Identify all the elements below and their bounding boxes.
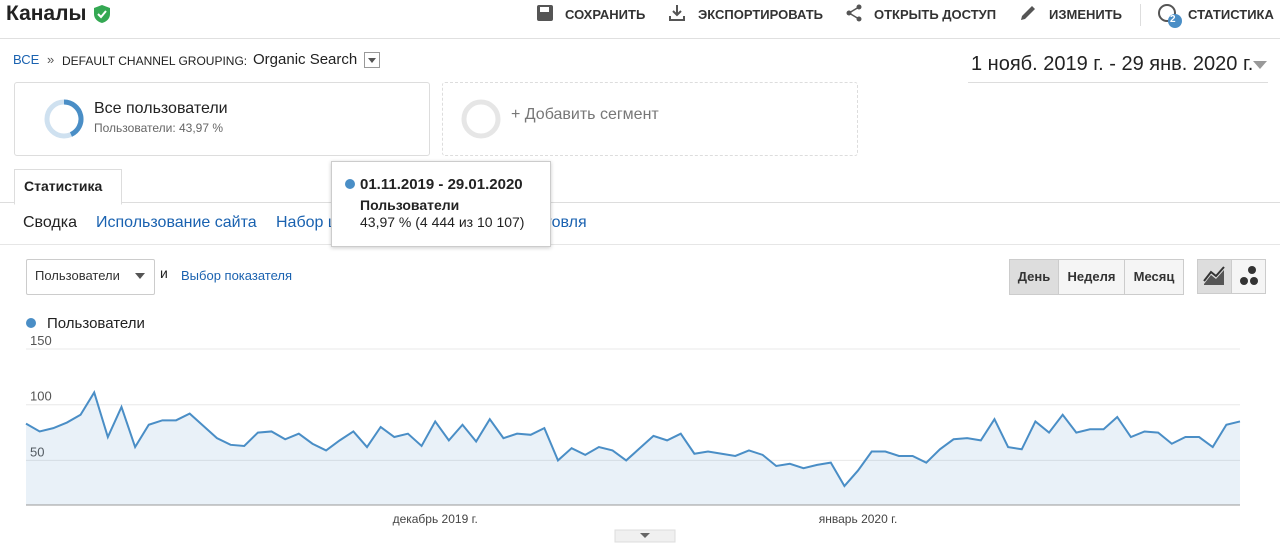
and-label: и <box>160 265 168 281</box>
period-day[interactable]: День <box>1009 259 1059 295</box>
legend-label: Пользователи <box>47 315 145 332</box>
add-segment-ring <box>461 99 501 139</box>
breadcrumb-separator: » <box>47 52 55 67</box>
tab-box <box>14 169 122 205</box>
tab[interactable]: Статистика <box>24 178 103 194</box>
tooltip-dot <box>345 179 355 189</box>
breadcrumb-all[interactable]: ВСЕ <box>13 52 40 67</box>
add-segment-card[interactable] <box>442 82 858 156</box>
x-tick-label: январь 2020 г. <box>819 512 898 526</box>
divider <box>0 244 1280 245</box>
legend-marker <box>26 318 36 328</box>
share-button[interactable]: ОТКРЫТЬ ДОСТУП <box>874 7 997 22</box>
segment-detail: Пользователи: 43,97 % <box>94 121 224 135</box>
add-segment[interactable]: + Добавить сегмент <box>511 106 659 123</box>
share-icon <box>846 4 862 22</box>
save-button[interactable]: СОХРАНИТЬ <box>565 7 646 22</box>
tooltip-metric: Пользователи <box>360 197 460 213</box>
toolbar <box>0 0 1280 39</box>
y-tick-label: 150 <box>30 333 52 348</box>
tab-line <box>0 202 1280 203</box>
chart-type-toggle[interactable] <box>1197 259 1267 295</box>
tooltip-dates: 01.11.2019 - 29.01.2020 <box>360 176 523 193</box>
chart: Пользователи 50 100 150 декабрь 2019 г. январ… <box>25 315 1241 543</box>
grouping-dropdown[interactable] <box>364 52 380 68</box>
x-tick-label: декабрь 2019 г. <box>393 512 478 526</box>
metric-select-label: Пользователи <box>35 268 120 283</box>
edit-button[interactable]: ИЗМЕНИТЬ <box>1049 7 1123 22</box>
metric-select[interactable] <box>26 259 155 295</box>
segment-card[interactable] <box>14 82 430 156</box>
y-tick-label: 100 <box>30 389 52 404</box>
segment-name: Все пользователи <box>94 100 228 117</box>
date-range[interactable]: 1 нояб. 2019 г. - 29 янв. 2020 г. <box>971 53 1254 75</box>
save-icon <box>537 5 553 21</box>
export-icon <box>669 5 685 21</box>
tooltip-value: 43,97 % (4 444 из 10 107) <box>360 214 525 230</box>
edit-icon <box>1021 6 1035 20</box>
insights-button[interactable]: СТАТИСТИКА <box>1188 7 1274 22</box>
tooltip <box>331 161 551 247</box>
series-area <box>26 392 1240 505</box>
date-range-picker[interactable] <box>968 52 1268 83</box>
segment-ring <box>44 99 84 139</box>
breadcrumb-grouping: DEFAULT CHANNEL GROUPING: <box>62 54 248 68</box>
breadcrumb-value: Organic Search <box>253 51 358 68</box>
divider <box>1140 4 1141 26</box>
page-title: Каналы <box>6 2 87 25</box>
choose-metric[interactable]: Выбор показателя <box>181 268 292 283</box>
y-tick-label: 50 <box>30 444 44 459</box>
expand-arrow <box>640 533 650 538</box>
verified-icon <box>94 5 110 23</box>
subtab[interactable]: Сводка <box>23 214 78 231</box>
insights-badge: 2 <box>1170 14 1176 25</box>
insights-icon <box>1158 4 1182 28</box>
select-arrow <box>135 273 145 279</box>
date-dropdown-arrow <box>1253 61 1267 69</box>
period-month[interactable]: Месяц <box>1124 259 1184 295</box>
subtab[interactable]: Использование сайта <box>96 214 257 231</box>
period-week[interactable]: Неделя <box>1058 259 1125 295</box>
export-button[interactable]: ЭКСПОРТИРОВАТЬ <box>698 7 824 22</box>
series-line <box>25 390 1241 488</box>
